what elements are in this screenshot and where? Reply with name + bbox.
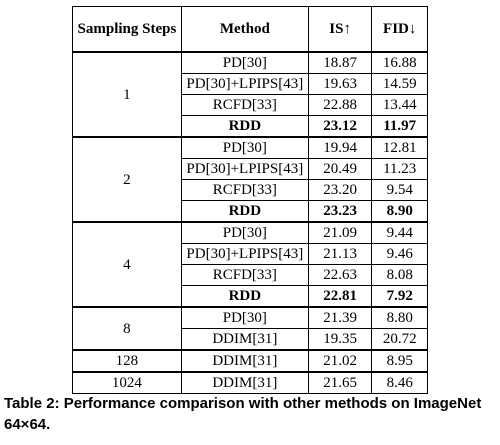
header-method: Method bbox=[180, 6, 309, 53]
fid-cell: 12.81 bbox=[371, 136, 428, 159]
table-row: PD[30]+LPIPS[43] 19.63 14.59 bbox=[73, 73, 428, 95]
table-row: PD[30]+LPIPS[43] 21.13 9.46 bbox=[73, 243, 428, 265]
fid-cell: 8.80 bbox=[371, 306, 428, 329]
fid-cell: 7.92 bbox=[371, 285, 428, 308]
table-row: RCFD[33] 23.20 9.54 bbox=[73, 179, 428, 201]
method-cell: RDD bbox=[180, 115, 309, 138]
table-row: 2 PD[30] 19.94 12.81 bbox=[72, 136, 428, 223]
is-cell: 19.63 bbox=[307, 73, 373, 95]
fid-cell: 8.46 bbox=[371, 371, 428, 394]
method-cell: PD[30] bbox=[180, 51, 309, 74]
method-cell: RDD bbox=[180, 200, 309, 223]
table-row: RCFD[33] 22.63 8.08 bbox=[73, 264, 428, 286]
is-cell: 23.20 bbox=[307, 179, 373, 201]
fid-cell: 9.46 bbox=[371, 243, 428, 265]
table-row: PD[30]+LPIPS[43] 20.49 11.23 bbox=[73, 158, 428, 180]
is-cell: 21.39 bbox=[307, 306, 373, 329]
fid-cell: 16.88 bbox=[371, 51, 428, 74]
method-cell: RCFD[33] bbox=[180, 179, 309, 201]
table-row: RDD 23.23 8.90 bbox=[73, 200, 428, 223]
table-row: 1024 DDIM[31] 21.65 8.46 bbox=[72, 371, 428, 394]
method-cell: PD[30]+LPIPS[43] bbox=[180, 73, 309, 95]
method-cell: RCFD[33] bbox=[180, 264, 309, 286]
is-cell: 23.23 bbox=[307, 200, 373, 223]
header-sampling-steps: Sampling Steps bbox=[72, 6, 182, 53]
is-cell: 22.63 bbox=[307, 264, 373, 286]
table-row: 128 DDIM[31] 21.02 8.95 bbox=[72, 349, 428, 373]
method-cell: PD[30] bbox=[180, 221, 309, 244]
method-cell: DDIM[31] bbox=[180, 371, 309, 394]
method-cell: PD[30]+LPIPS[43] bbox=[180, 243, 309, 265]
table-caption: Table 2: Performance comparison with oth… bbox=[4, 395, 482, 433]
method-cell: RDD bbox=[180, 285, 309, 308]
method-cell: PD[30]+LPIPS[43] bbox=[180, 158, 309, 180]
fid-cell: 14.59 bbox=[371, 73, 428, 95]
is-cell: 23.12 bbox=[307, 115, 373, 138]
steps-cell: 4 bbox=[72, 221, 182, 308]
fid-cell: 9.44 bbox=[371, 221, 428, 244]
steps-cell: 1024 bbox=[72, 371, 182, 394]
method-cell: RCFD[33] bbox=[180, 94, 309, 116]
is-cell: 20.49 bbox=[307, 158, 373, 180]
is-cell: 22.88 bbox=[307, 94, 373, 116]
table-row: RDD 22.81 7.92 bbox=[73, 285, 428, 308]
is-cell: 19.94 bbox=[307, 136, 373, 159]
header-fid: FID↓ bbox=[371, 6, 428, 53]
fid-cell: 13.44 bbox=[371, 94, 428, 116]
fid-cell: 20.72 bbox=[371, 328, 428, 351]
fid-cell: 11.97 bbox=[371, 115, 428, 138]
is-cell: 18.87 bbox=[307, 51, 373, 74]
table-row: 1 PD[30] 18.87 16.88 bbox=[72, 51, 428, 138]
is-cell: 21.09 bbox=[307, 221, 373, 244]
method-cell: DDIM[31] bbox=[180, 328, 309, 351]
method-cell: PD[30] bbox=[180, 306, 309, 329]
steps-cell: 1 bbox=[72, 51, 182, 138]
steps-cell: 2 bbox=[72, 136, 182, 223]
is-cell: 21.02 bbox=[307, 349, 373, 373]
is-cell: 21.13 bbox=[307, 243, 373, 265]
fid-cell: 9.54 bbox=[371, 179, 428, 201]
fid-cell: 8.95 bbox=[371, 349, 428, 373]
fid-cell: 8.90 bbox=[371, 200, 428, 223]
steps-cell: 8 bbox=[72, 306, 182, 351]
method-cell: DDIM[31] bbox=[180, 349, 309, 373]
steps-cell: 128 bbox=[72, 349, 182, 373]
table-row: 4 PD[30] 21.09 9.44 bbox=[72, 221, 428, 308]
table-row: RCFD[33] 22.88 13.44 bbox=[73, 94, 428, 116]
fid-cell: 11.23 bbox=[371, 158, 428, 180]
is-cell: 19.35 bbox=[307, 328, 373, 351]
results-table: Sampling Steps Method IS↑ FID↓ 1 PD[30] 18… bbox=[72, 6, 428, 394]
header-is: IS↑ bbox=[307, 6, 373, 53]
method-cell: PD[30] bbox=[180, 136, 309, 159]
fid-cell: 8.08 bbox=[371, 264, 428, 286]
table-body: 1 PD[30] 18.87 16.88 PD[30]+LPIPS[43] 19.63 14… bbox=[72, 51, 428, 394]
is-cell: 21.65 bbox=[307, 371, 373, 394]
is-cell: 22.81 bbox=[307, 285, 373, 308]
table-row: 8 PD[30] 21.39 8.80 bbox=[72, 306, 428, 351]
table-header-row: Sampling Steps Method IS↑ FID↓ bbox=[72, 6, 428, 53]
